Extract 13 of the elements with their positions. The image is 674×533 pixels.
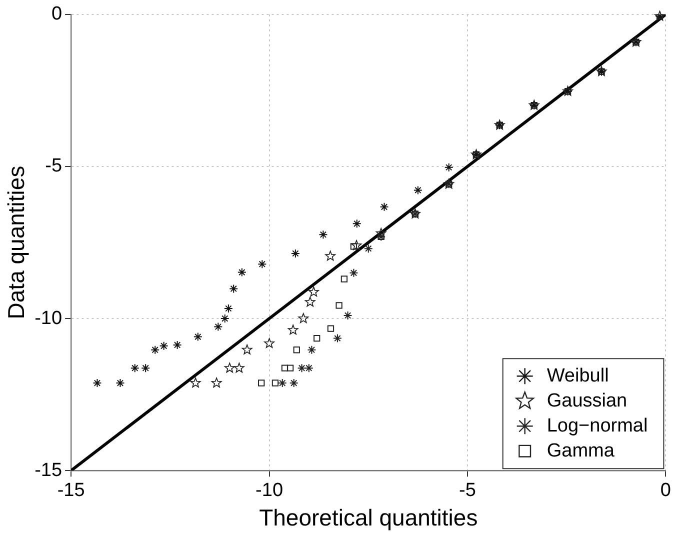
legend-label: Weibull: [546, 365, 609, 386]
legend-label: Gaussian: [546, 390, 628, 412]
y-tick-label: 0: [51, 4, 62, 25]
y-axis-title: Data quantities: [3, 166, 30, 320]
x-tick-label: -5: [459, 480, 476, 502]
y-tick-label: -15: [34, 460, 62, 481]
x-axis-title: Theoretical quantities: [259, 504, 478, 531]
x-tick-label: -10: [256, 480, 284, 502]
x-tick-label: 0: [660, 480, 672, 502]
y-tick-label: -5: [45, 156, 62, 177]
legend-label: Gamma: [546, 440, 615, 462]
legend-label: Log−normal: [546, 415, 648, 436]
y-tick-label: -10: [34, 308, 62, 329]
